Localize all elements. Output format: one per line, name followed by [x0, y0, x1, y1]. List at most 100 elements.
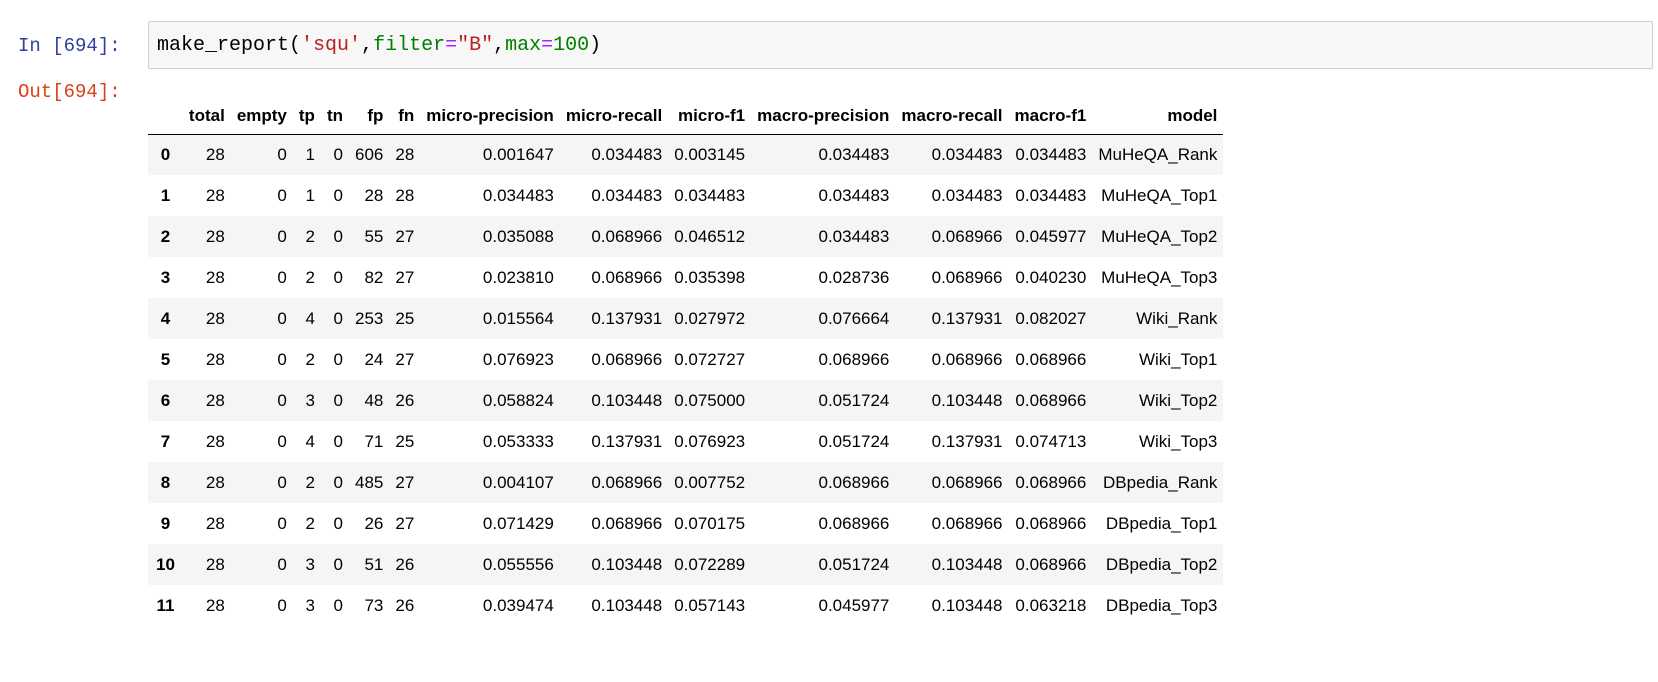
cell-macro-precision: 0.051724	[818, 390, 890, 410]
cell-fn: 27	[395, 226, 415, 246]
cell-micro-f1: 0.003145	[674, 144, 746, 164]
cell-tn: 0	[333, 431, 343, 451]
cell-empty: 0	[277, 595, 287, 615]
column-header-empty: empty	[230, 99, 293, 135]
cell-model: Wiki_Top3	[1138, 431, 1218, 451]
row-index: 3	[160, 267, 171, 287]
cell-fn: 25	[395, 431, 415, 451]
cell-macro-precision: 0.051724	[818, 431, 890, 451]
column-header-macro-recall: macro-recall	[895, 99, 1009, 135]
table-row: 9 28 0 2 0 26 27 0.071429 0.068966 0.070175 0.0689…	[148, 503, 1224, 544]
row-index: 9	[160, 513, 171, 533]
cell-macro-f1: 0.040230	[1015, 267, 1087, 287]
cell-macro-recall: 0.103448	[931, 554, 1003, 574]
cell-tn: 0	[333, 144, 343, 164]
cell-total: 28	[205, 595, 225, 615]
cell-micro-precision: 0.055556	[482, 554, 554, 574]
cell-fn: 27	[395, 267, 415, 287]
cell-macro-precision: 0.045977	[818, 595, 890, 615]
code-function: make_report(	[157, 34, 302, 57]
row-index: 2	[160, 226, 171, 246]
cell-micro-precision: 0.071429	[482, 513, 554, 533]
table-row: 3 28 0 2 0 82 27 0.023810 0.068966 0.035398 0.0287…	[148, 257, 1224, 298]
column-header-macro-precision: macro-precision	[751, 99, 896, 135]
cell-macro-recall: 0.103448	[931, 390, 1003, 410]
cell-tn: 0	[333, 554, 343, 574]
cell-micro-recall: 0.103448	[591, 554, 663, 574]
column-header-tn: tn	[320, 99, 349, 135]
cell-total: 28	[205, 226, 225, 246]
row-index: 0	[160, 144, 171, 164]
cell-tn: 0	[333, 472, 343, 492]
column-header-micro-precision: micro-precision	[420, 99, 560, 135]
code-keyword-max: max	[505, 34, 542, 57]
cell-model: DBpedia_Top3	[1105, 595, 1218, 615]
cell-tp: 2	[305, 226, 315, 246]
cell-total: 28	[205, 185, 225, 205]
cell-macro-recall: 0.137931	[931, 431, 1003, 451]
table-header-row: total empty tp tn fp fn micro-precision micro-r…	[148, 99, 1224, 135]
code-line[interactable]: make_report('squ',filter="B",max=100)	[157, 34, 601, 57]
cell-micro-recall: 0.068966	[591, 472, 663, 492]
cell-micro-f1: 0.072289	[674, 554, 746, 574]
cell-model: Wiki_Top2	[1138, 390, 1218, 410]
column-header-model: model	[1092, 99, 1224, 135]
cell-total: 28	[205, 349, 225, 369]
cell-micro-precision: 0.015564	[482, 308, 554, 328]
cell-macro-f1: 0.068966	[1015, 513, 1087, 533]
code-input-cell[interactable]: make_report('squ',filter="B",max=100)	[148, 21, 1653, 69]
cell-micro-f1: 0.007752	[674, 472, 746, 492]
cell-total: 28	[205, 513, 225, 533]
table-row: 0 28 0 1 0 606 28 0.001647 0.034483 0.003145 0.034…	[148, 134, 1224, 175]
cell-micro-f1: 0.070175	[674, 513, 746, 533]
table-row: 6 28 0 3 0 48 26 0.058824 0.103448 0.075000 0.0517…	[148, 380, 1224, 421]
row-index: 1	[160, 185, 171, 205]
cell-fn: 27	[395, 349, 415, 369]
cell-micro-recall: 0.034483	[591, 144, 663, 164]
cell-micro-precision: 0.023810	[482, 267, 554, 287]
cell-micro-recall: 0.034483	[591, 185, 663, 205]
column-header-fn: fn	[389, 99, 421, 135]
cell-empty: 0	[277, 185, 287, 205]
cell-micro-recall: 0.068966	[591, 513, 663, 533]
code-equals: =	[541, 34, 554, 57]
cell-fn: 28	[395, 144, 415, 164]
cell-tp: 2	[305, 472, 315, 492]
cell-fp: 28	[364, 185, 384, 205]
table-header: total empty tp tn fp fn micro-precision micro-r…	[148, 99, 1224, 135]
cell-tn: 0	[333, 226, 343, 246]
cell-empty: 0	[277, 308, 287, 328]
cell-tp: 4	[305, 431, 315, 451]
cell-tn: 0	[333, 185, 343, 205]
cell-fn: 26	[395, 554, 415, 574]
cell-total: 28	[205, 390, 225, 410]
cell-micro-recall: 0.137931	[591, 431, 663, 451]
table-row: 11 28 0 3 0 73 26 0.039474 0.103448 0.057143 0.045…	[148, 585, 1224, 626]
column-header-micro-f1: micro-f1	[668, 99, 752, 135]
cell-total: 28	[205, 267, 225, 287]
cell-tn: 0	[333, 349, 343, 369]
cell-micro-recall: 0.068966	[591, 267, 663, 287]
code-string-filter-value: "B"	[457, 34, 494, 57]
cell-macro-f1: 0.034483	[1015, 144, 1087, 164]
cell-fp: 253	[354, 308, 384, 328]
cell-micro-precision: 0.053333	[482, 431, 554, 451]
cell-empty: 0	[277, 554, 287, 574]
cell-total: 28	[205, 431, 225, 451]
cell-model: Wiki_Top1	[1138, 349, 1218, 369]
cell-fn: 26	[395, 595, 415, 615]
row-index: 11	[156, 595, 175, 615]
column-header-micro-recall: micro-recall	[559, 99, 669, 135]
cell-macro-recall: 0.068966	[931, 513, 1003, 533]
cell-micro-f1: 0.076923	[674, 431, 746, 451]
cell-total: 28	[205, 554, 225, 574]
table-body: 0 28 0 1 0 606 28 0.001647 0.034483 0.003145 0.034…	[148, 134, 1224, 626]
table-row: 5 28 0 2 0 24 27 0.076923 0.068966 0.072727 0.0689…	[148, 339, 1224, 380]
code-close-paren: )	[589, 34, 602, 57]
cell-micro-f1: 0.035398	[674, 267, 746, 287]
cell-micro-recall: 0.137931	[591, 308, 663, 328]
cell-tp: 2	[305, 267, 315, 287]
cell-macro-precision: 0.034483	[818, 185, 890, 205]
cell-macro-recall: 0.068966	[931, 349, 1003, 369]
cell-micro-precision: 0.034483	[482, 185, 554, 205]
